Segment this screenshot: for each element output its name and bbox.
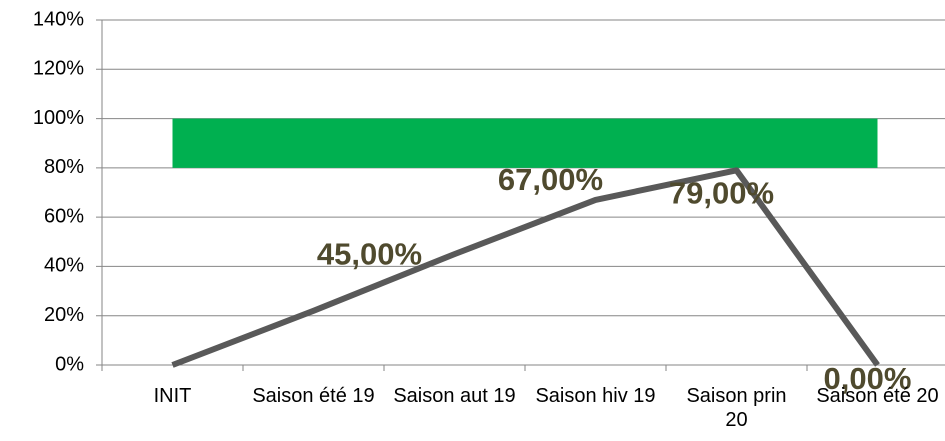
- y-tick-label: 0%: [55, 353, 84, 375]
- data-label: 45,00%: [317, 236, 422, 271]
- x-tick-label: Saison aut 19: [393, 385, 516, 407]
- y-tick-label: 140%: [33, 8, 84, 30]
- x-tick-label: Saison prin 20: [686, 385, 787, 431]
- x-tick-label: Saison hiv 19: [535, 385, 656, 407]
- y-tick-label: 40%: [44, 255, 84, 277]
- x-tick-label: INIT: [153, 385, 192, 407]
- y-tick-label: 100%: [33, 107, 84, 129]
- y-tick-label: 60%: [44, 205, 84, 227]
- y-tick-label: 120%: [33, 58, 84, 80]
- data-label: 79,00%: [669, 176, 774, 211]
- data-label: 0,00%: [824, 361, 912, 396]
- data-label: 67,00%: [498, 162, 603, 197]
- y-tick-label: 20%: [44, 304, 84, 326]
- series-line: [171, 167, 880, 368]
- target-band: [172, 118, 878, 168]
- x-tick-label: Saison été 20: [816, 385, 939, 407]
- y-tick-label: 80%: [44, 156, 84, 178]
- x-tick-label: Saison été 19: [252, 385, 375, 407]
